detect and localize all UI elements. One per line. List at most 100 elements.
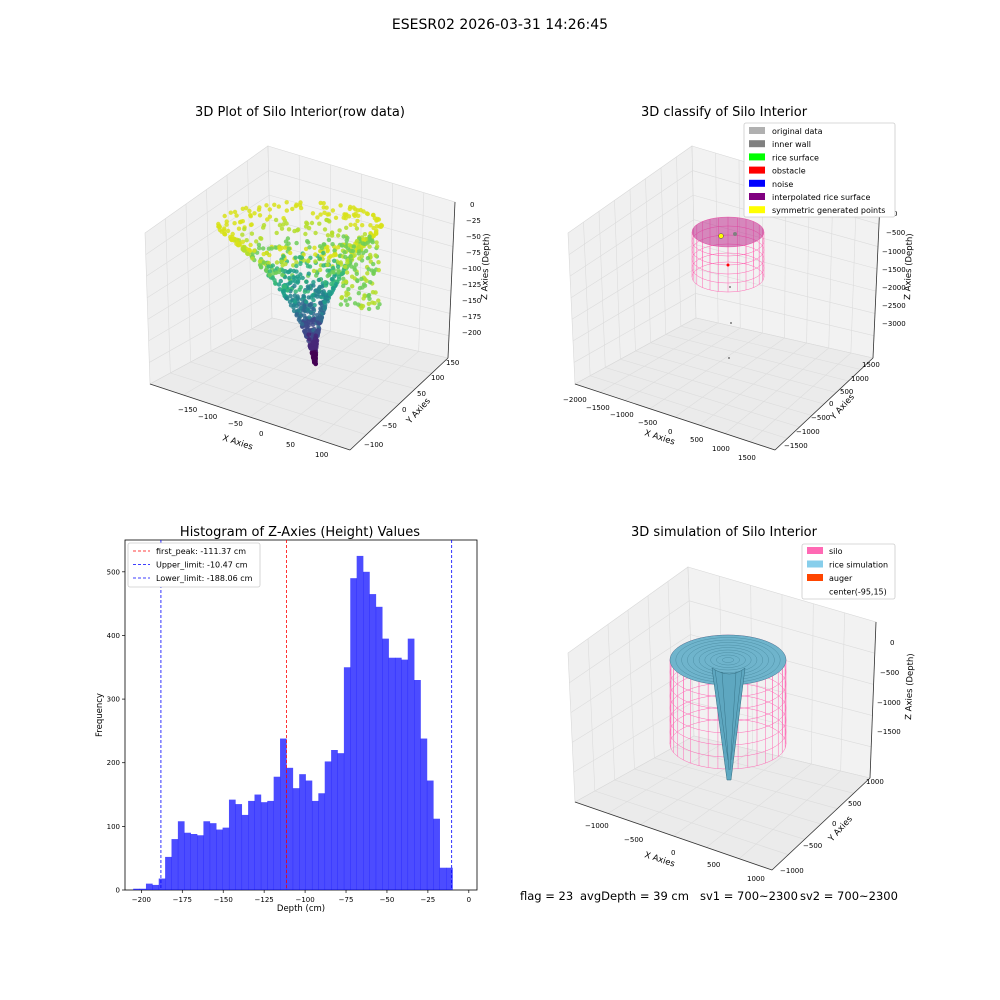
data-point bbox=[365, 256, 371, 261]
data-point bbox=[354, 271, 359, 276]
footer-stats: flag = 23 avgDepth = 39 cm sv1 = 700~230… bbox=[520, 889, 898, 903]
data-point bbox=[252, 211, 257, 216]
data-point bbox=[310, 293, 315, 298]
data-point bbox=[310, 211, 316, 216]
data-point bbox=[298, 261, 303, 266]
x-tick-label: −200 bbox=[132, 896, 151, 904]
data-point bbox=[324, 205, 329, 210]
data-point bbox=[350, 284, 355, 289]
data-point bbox=[349, 248, 354, 254]
histogram-title: Histogram of Z-Axies (Height) Values bbox=[180, 525, 420, 540]
data-point bbox=[317, 244, 323, 249]
y-axis-line bbox=[771, 777, 871, 871]
z-axis-label: Z Axies (Depth) bbox=[480, 233, 492, 300]
y-tick-label: −1000 bbox=[780, 867, 804, 875]
data-point bbox=[365, 271, 370, 276]
noise-point bbox=[729, 286, 731, 288]
data-point bbox=[302, 329, 307, 334]
data-point bbox=[230, 231, 235, 237]
data-point bbox=[318, 212, 323, 217]
data-point bbox=[264, 250, 269, 255]
data-point bbox=[351, 244, 357, 249]
legend-box bbox=[801, 543, 896, 600]
data-point bbox=[229, 237, 234, 242]
data-point bbox=[374, 224, 380, 229]
data-point bbox=[348, 222, 353, 227]
y-tick-label: −50 bbox=[382, 422, 397, 430]
x-tick-label: −100 bbox=[295, 896, 314, 904]
data-point bbox=[277, 287, 282, 292]
z-tick-label: −1000 bbox=[877, 699, 901, 707]
histogram-bar bbox=[133, 888, 140, 890]
data-point bbox=[301, 293, 306, 299]
data-point bbox=[355, 278, 360, 283]
figure-title: ESESR02 2026-03-31 14:26:45 bbox=[391, 17, 609, 33]
data-point bbox=[313, 230, 318, 236]
histogram-bar bbox=[414, 680, 421, 890]
x-tick-label: 0 bbox=[259, 430, 263, 438]
data-point bbox=[368, 223, 373, 228]
y-tick-label: 300 bbox=[107, 696, 120, 704]
data-point bbox=[306, 271, 311, 276]
histogram-bar bbox=[318, 793, 326, 890]
data-point bbox=[257, 245, 262, 251]
histogram-bar bbox=[197, 835, 204, 890]
data-point bbox=[266, 260, 271, 266]
data-point bbox=[347, 206, 352, 212]
data-point bbox=[306, 258, 311, 263]
data-point bbox=[252, 248, 257, 253]
data-point bbox=[279, 226, 285, 231]
data-point bbox=[242, 226, 247, 232]
data-point bbox=[248, 242, 253, 248]
data-point bbox=[339, 295, 345, 300]
z-tick-label: −500 bbox=[880, 669, 899, 677]
data-point bbox=[296, 276, 302, 281]
data-point bbox=[367, 234, 372, 239]
y-tick-label: 0 bbox=[832, 820, 836, 828]
x-tick-label: 500 bbox=[707, 861, 720, 869]
y-axis-line bbox=[774, 357, 874, 451]
histogram-bar bbox=[241, 814, 249, 890]
data-point bbox=[311, 268, 317, 274]
data-point bbox=[288, 280, 293, 285]
data-point bbox=[315, 215, 320, 220]
data-point bbox=[267, 207, 272, 212]
rice-surface-patch bbox=[692, 217, 764, 247]
data-point bbox=[307, 245, 312, 250]
data-point bbox=[257, 213, 263, 218]
x-tick-label: −500 bbox=[638, 419, 657, 427]
data-point bbox=[354, 226, 360, 231]
data-point bbox=[222, 213, 227, 219]
y-tick-label: 100 bbox=[107, 823, 120, 831]
y-tick-label: 400 bbox=[107, 632, 120, 640]
data-point bbox=[321, 263, 326, 268]
data-point bbox=[343, 254, 348, 260]
data-point bbox=[327, 289, 332, 295]
data-point bbox=[295, 296, 300, 301]
data-point bbox=[373, 231, 379, 236]
data-point bbox=[376, 267, 381, 273]
data-point bbox=[217, 224, 222, 230]
data-point bbox=[345, 302, 350, 307]
data-point bbox=[294, 303, 299, 308]
histogram-bar bbox=[407, 638, 415, 890]
data-point bbox=[274, 230, 279, 236]
data-point bbox=[232, 221, 237, 226]
histogram-bar bbox=[139, 888, 147, 890]
x-tick-label: 0 bbox=[467, 896, 471, 904]
x-tick-label: −25 bbox=[420, 896, 435, 904]
data-point bbox=[302, 304, 307, 310]
histogram-bar bbox=[350, 578, 357, 890]
data-point bbox=[354, 238, 360, 244]
data-point bbox=[315, 291, 320, 297]
point-cloud bbox=[216, 200, 385, 367]
histogram-bar bbox=[165, 856, 172, 890]
data-point bbox=[305, 221, 310, 226]
legend-label: interpolated rice surface bbox=[772, 193, 870, 202]
data-point bbox=[261, 246, 266, 251]
data-point bbox=[299, 322, 305, 327]
z-tick-label: −25 bbox=[466, 217, 481, 225]
histogram-bar bbox=[337, 753, 345, 890]
z-axis-label: Z Axies (Depth) bbox=[903, 233, 915, 300]
histogram-bar bbox=[171, 839, 179, 890]
